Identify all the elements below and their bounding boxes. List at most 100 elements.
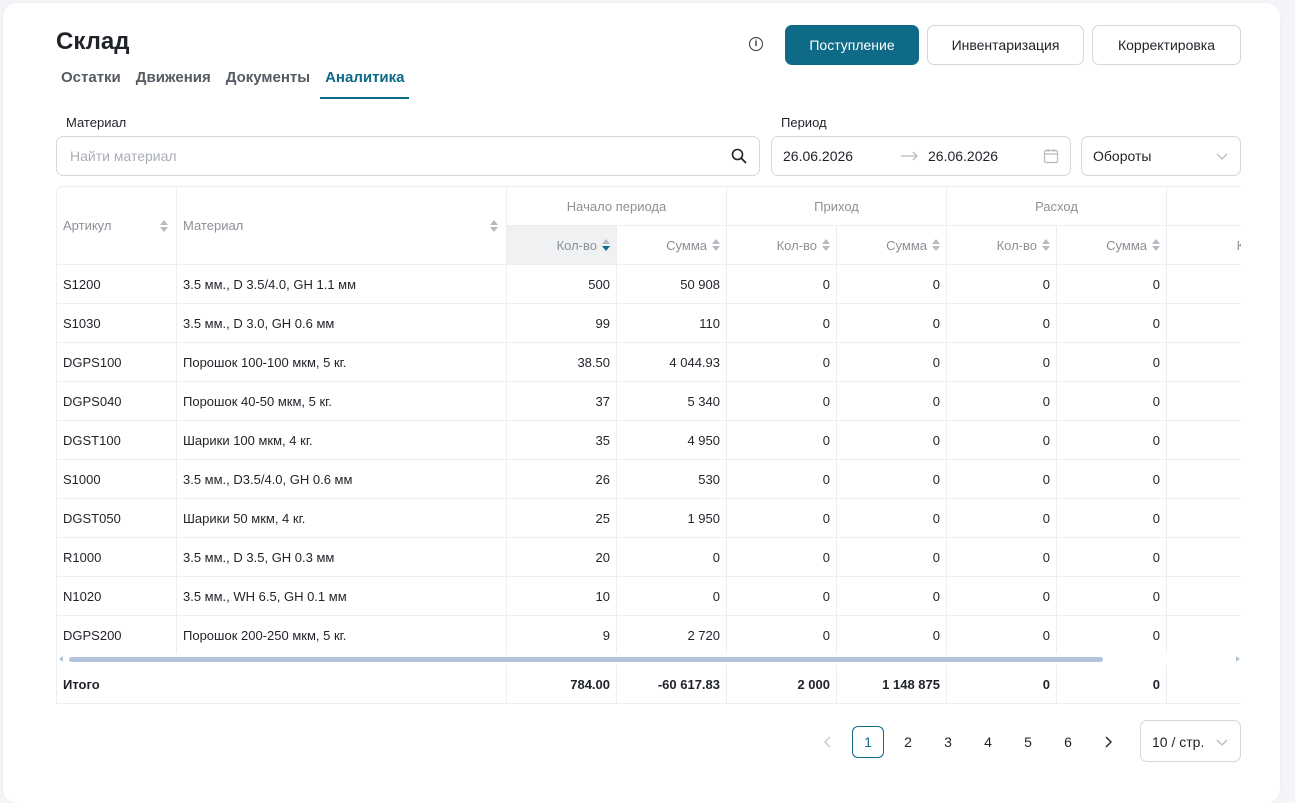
arrow-right-icon	[901, 151, 918, 161]
row-9-article-text: DGPS200	[63, 627, 122, 643]
row-8-value-1: 0	[617, 577, 727, 616]
page-6[interactable]: 6	[1064, 734, 1072, 750]
page-5[interactable]: 5	[1024, 734, 1032, 750]
row-0-value-5: 0	[1057, 265, 1167, 304]
receipt-button[interactable]: Поступление	[785, 25, 919, 65]
row-9-value-4-text: 0	[1042, 627, 1050, 643]
scroll-right-icon[interactable]	[1236, 656, 1240, 662]
row-4-value-0: 35	[507, 421, 617, 460]
row-6-value-5: 0	[1057, 499, 1167, 538]
horizontal-scrollbar[interactable]	[57, 654, 1241, 664]
row-2-article-text: DGPS100	[63, 354, 122, 370]
row-0-value-6	[1167, 265, 1241, 304]
tab-balances[interactable]: Остатки	[61, 69, 121, 86]
row-1-value-5-text: 0	[1152, 315, 1160, 331]
row-8-value-0: 10	[507, 577, 617, 616]
sort-icon[interactable]	[1042, 239, 1050, 251]
row-3-value-1-text: 5 340	[687, 393, 720, 409]
sort-icon[interactable]	[932, 239, 940, 251]
header-qty-text: Кол-во	[776, 237, 817, 253]
row-0-material-text: 3.5 мм., D 3.5/4.0, GH 1.1 мм	[183, 276, 357, 292]
row-4-value-2: 0	[727, 421, 837, 460]
row-2-value-5-text: 0	[1152, 354, 1160, 370]
header-material-text: Материал	[183, 218, 244, 233]
header-group-1-text: Приход	[814, 198, 859, 214]
period-range-picker[interactable]: 26.06.2026 26.06.2026	[771, 136, 1071, 176]
next-page-button[interactable]	[1092, 726, 1124, 758]
info-circle-icon[interactable]: i	[749, 37, 763, 51]
header-qty-text: Кол-в	[1237, 238, 1241, 253]
row-7-value-5: 0	[1057, 538, 1167, 577]
inventory-button[interactable]: Инвентаризация	[927, 25, 1084, 65]
row-9-value-3: 0	[837, 616, 947, 655]
row-1-value-1: 110	[617, 304, 727, 343]
page-1[interactable]: 1	[852, 726, 884, 758]
date-from[interactable]: 26.06.2026	[783, 148, 854, 164]
tab-documents[interactable]: Документы	[225, 69, 311, 86]
header-sum[interactable]: Сумма	[617, 226, 727, 265]
header-sum[interactable]: Сумма	[837, 226, 947, 265]
correction-button[interactable]: Корректировка	[1092, 25, 1241, 65]
header-material[interactable]: Материал	[177, 187, 507, 265]
row-7-value-2-text: 0	[822, 549, 830, 565]
scroll-left-icon[interactable]	[59, 656, 63, 662]
row-9-material: Порошок 200-250 мкм, 5 кг.	[177, 616, 507, 655]
chevron-left-icon	[824, 736, 831, 748]
scrollbar-thumb[interactable]	[69, 657, 1103, 662]
header-sum[interactable]: Сумма	[1057, 226, 1167, 265]
sort-icon[interactable]	[1152, 239, 1160, 251]
row-6-article: DGST050	[57, 499, 177, 538]
header-group-0-text: Начало периода	[566, 198, 667, 214]
row-4-value-1-text: 4 950	[687, 432, 720, 448]
row-5-value-3: 0	[837, 460, 947, 499]
row-8-value-3: 0	[837, 577, 947, 616]
header-qty[interactable]: Кол-во	[507, 226, 617, 265]
date-to[interactable]: 26.06.2026	[928, 148, 999, 164]
sort-icon[interactable]	[822, 239, 830, 251]
row-9-value-1-text: 2 720	[687, 627, 720, 643]
row-2-value-5: 0	[1057, 343, 1167, 382]
row-2-value-1: 4 044.93	[617, 343, 727, 382]
total-label: Итого	[57, 665, 507, 703]
row-5-material: 3.5 мм., D3.5/4.0, GH 0.6 мм	[177, 460, 507, 499]
row-8-value-6	[1167, 577, 1241, 616]
tab-movements[interactable]: Движения	[135, 69, 211, 86]
sort-icon[interactable]	[602, 239, 610, 251]
mode-select[interactable]: Обороты	[1081, 136, 1241, 176]
sort-icon[interactable]	[712, 239, 720, 251]
row-6-value-1: 1 950	[617, 499, 727, 538]
header-group-2: Расход	[947, 187, 1167, 226]
row-7-article: R1000	[57, 538, 177, 577]
chevron-right-icon	[1105, 736, 1112, 748]
row-6-value-3: 0	[837, 499, 947, 538]
row-5-value-1: 530	[617, 460, 727, 499]
page-4[interactable]: 4	[984, 734, 992, 750]
material-search-input[interactable]	[68, 147, 712, 165]
row-7-value-3: 0	[837, 538, 947, 577]
header-qty[interactable]: Кол-в	[1167, 226, 1241, 265]
row-9-value-4: 0	[947, 616, 1057, 655]
sort-icon[interactable]	[490, 219, 498, 232]
calendar-icon[interactable]	[1043, 148, 1059, 164]
search-icon[interactable]	[731, 148, 747, 164]
row-0-value-3: 0	[837, 265, 947, 304]
row-4-value-2-text: 0	[822, 432, 830, 448]
page-2[interactable]: 2	[904, 734, 912, 750]
sort-icon[interactable]	[160, 219, 168, 232]
row-6-value-4: 0	[947, 499, 1057, 538]
tab-analytics[interactable]: Аналитика	[320, 66, 410, 99]
row-8-value-2-text: 0	[822, 588, 830, 604]
header-qty[interactable]: Кол-во	[947, 226, 1057, 265]
prev-page-button[interactable]	[812, 726, 844, 758]
row-6-value-2: 0	[727, 499, 837, 538]
row-7-value-0: 20	[507, 538, 617, 577]
page-size-select[interactable]: 10 / стр.	[1140, 720, 1241, 762]
row-6-value-3-text: 0	[932, 510, 940, 526]
row-7-value-4-text: 0	[1042, 549, 1050, 565]
page-3[interactable]: 3	[944, 734, 952, 750]
row-4-value-3-text: 0	[932, 432, 940, 448]
row-2-value-0-text: 38.50	[577, 354, 610, 370]
header-qty[interactable]: Кол-во	[727, 226, 837, 265]
header-article[interactable]: Артикул	[57, 187, 177, 265]
row-2-value-4-text: 0	[1042, 354, 1050, 370]
